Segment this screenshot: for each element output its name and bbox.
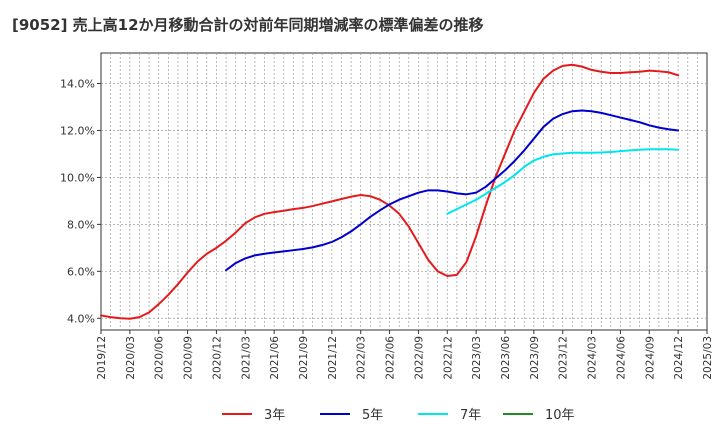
x-tick-label: 2022/12 — [442, 336, 454, 380]
x-tick-label: 2021/09 — [298, 336, 310, 380]
x-tick-label: 2022/06 — [385, 336, 397, 380]
y-tick-label: 10.0% — [60, 171, 95, 184]
x-tick-label: 2021/12 — [327, 336, 339, 380]
x-tick-label: 2024/12 — [673, 336, 685, 380]
plot-area — [100, 52, 708, 331]
chart-title: [9052] 売上高12か月移動合計の対前年同期増減率の標準偏差の推移 — [12, 16, 484, 34]
y-tick-label: 14.0% — [60, 78, 95, 91]
legend-label: 3年 — [264, 408, 285, 423]
x-tick-label: 2022/03 — [356, 336, 368, 380]
x-tick-label: 2024/09 — [644, 336, 656, 380]
x-tick-label: 2020/09 — [183, 336, 195, 380]
x-tick-label: 2025/03 — [702, 336, 714, 380]
x-tick-label: 2024/03 — [587, 336, 599, 380]
y-tick-label: 8.0% — [67, 218, 95, 231]
legend-label: 7年 — [460, 408, 481, 423]
x-tick-label: 2023/03 — [471, 336, 483, 380]
x-tick-label: 2020/06 — [154, 336, 166, 380]
x-tick-label: 2023/06 — [500, 336, 512, 380]
x-tick-label: 2021/03 — [240, 336, 252, 380]
x-tick-label: 2021/06 — [269, 336, 281, 380]
x-tick-label: 2020/12 — [211, 336, 223, 380]
series-line-5年 — [225, 109, 680, 272]
x-tick-label: 2023/09 — [529, 336, 541, 380]
series-line-7年 — [446, 148, 680, 215]
x-tick-label: 2023/12 — [558, 336, 570, 380]
legend-label: 10年 — [545, 408, 575, 423]
y-tick-label: 12.0% — [60, 124, 95, 137]
x-tick-label: 2022/09 — [413, 336, 425, 380]
x-tick-label: 2020/03 — [125, 336, 137, 380]
x-tick-label: 2019/12 — [96, 336, 108, 380]
y-tick-label: 4.0% — [67, 312, 95, 325]
x-tick-label: 2024/06 — [615, 336, 627, 380]
legend-label: 5年 — [362, 408, 383, 423]
y-tick-label: 6.0% — [67, 265, 95, 278]
